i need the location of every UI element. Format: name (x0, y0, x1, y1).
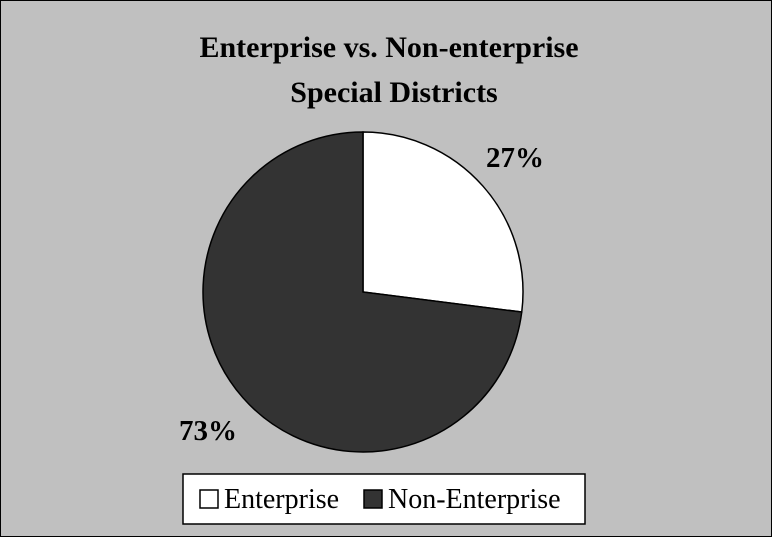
data-label-non-enterprise: 73% (179, 415, 237, 447)
legend-swatch-non-enterprise (363, 489, 383, 509)
chart-title-line-1: Enterprise vs. Non-enterprise (199, 31, 578, 64)
legend: Enterprise Non-Enterprise (182, 473, 586, 525)
pie-slice-non-enterprise (202, 131, 523, 453)
legend-label-enterprise: Enterprise (224, 484, 339, 515)
data-label-enterprise: 27% (486, 142, 544, 174)
legend-label-non-enterprise: Non-Enterprise (388, 484, 561, 515)
pie-slices (202, 131, 524, 453)
pie-slice-enterprise (362, 131, 524, 313)
legend-swatch-enterprise (199, 489, 219, 509)
legend-box (182, 473, 586, 525)
chart-title-line-2: Special Districts (290, 76, 497, 109)
